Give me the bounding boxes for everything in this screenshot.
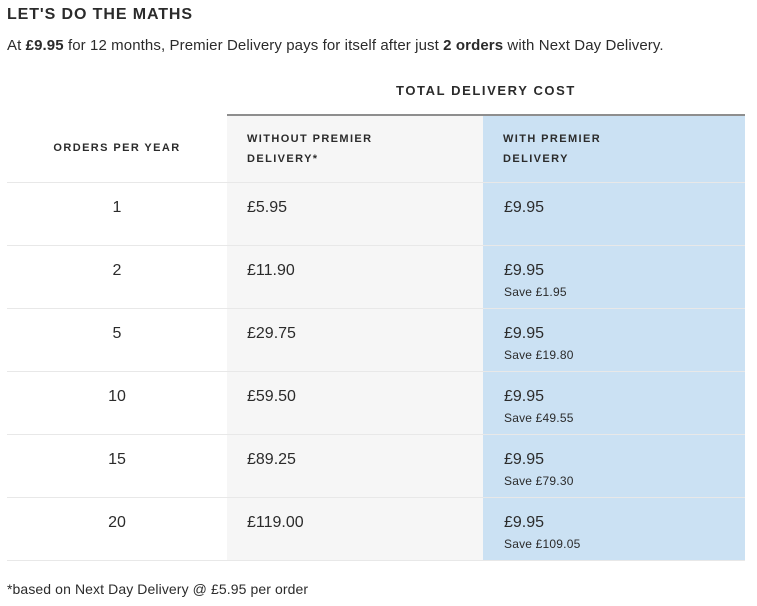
orders-per-year-cell: 10	[7, 370, 227, 434]
table-row: 10 £59.50 £9.95 Save £49.55	[7, 370, 745, 434]
intro-plain-text: with Next Day Delivery.	[503, 37, 664, 54]
savings-label: Save £19.80	[504, 347, 574, 362]
savings-label: Save £79.30	[504, 473, 574, 488]
without-premier-cost-cell: £29.75	[227, 307, 483, 371]
table-section-title: TOTAL DELIVERY COST	[396, 83, 576, 98]
orders-per-year-cell: 5	[7, 307, 227, 371]
orders-per-year-cell: 20	[7, 496, 227, 561]
column-header-without-premier: WITHOUT PREMIER DELIVERY*	[227, 114, 483, 182]
column-header-label-line1: WITH PREMIER	[503, 132, 602, 145]
column-header-label-line2: DELIVERY*	[247, 152, 319, 165]
premier-price-value: £9.95	[504, 387, 545, 405]
premier-price-value: £9.95	[504, 450, 545, 468]
without-premier-cost-cell: £11.90	[227, 244, 483, 308]
without-premier-cost-cell: £119.00	[227, 496, 483, 561]
with-premier-cost-cell: £9.95 Save £1.95	[483, 244, 745, 308]
orders-per-year-cell: 15	[7, 433, 227, 497]
savings-label: Save £1.95	[504, 284, 567, 299]
intro-text: At £9.95 for 12 months, Premier Delivery…	[7, 37, 745, 55]
column-header-label: ORDERS PER YEAR	[53, 142, 181, 155]
premier-price-value: £9.95	[504, 261, 545, 279]
table-row: 1 £5.95 £9.95	[7, 181, 745, 245]
without-premier-cost-cell: £5.95	[227, 181, 483, 245]
intro-plain-text: At	[7, 37, 26, 54]
without-premier-cost-cell: £89.25	[227, 433, 483, 497]
premier-price-value: £9.95	[504, 198, 545, 216]
table-row: 15 £89.25 £9.95 Save £79.30	[7, 433, 745, 497]
orders-per-year-cell: 2	[7, 244, 227, 308]
savings-label: Save £109.05	[504, 536, 581, 551]
table-row: 5 £29.75 £9.95 Save £19.80	[7, 307, 745, 371]
column-header-label-line1: WITHOUT PREMIER	[247, 132, 373, 145]
table-row: 2 £11.90 £9.95 Save £1.95	[7, 244, 745, 308]
table-header-row: ORDERS PER YEAR WITHOUT PREMIER DELIVERY…	[7, 114, 745, 182]
with-premier-cost-cell: £9.95 Save £19.80	[483, 307, 745, 371]
page-title: LET'S DO THE MATHS	[7, 6, 193, 23]
footnote: *based on Next Day Delivery @ £5.95 per …	[7, 580, 309, 597]
with-premier-cost-cell: £9.95	[483, 181, 745, 245]
delivery-cost-table: ORDERS PER YEAR WITHOUT PREMIER DELIVERY…	[7, 114, 745, 561]
orders-per-year-cell: 1	[7, 181, 227, 245]
with-premier-cost-cell: £9.95 Save £49.55	[483, 370, 745, 434]
column-header-label-line2: DELIVERY	[503, 152, 569, 165]
with-premier-cost-cell: £9.95 Save £109.05	[483, 496, 745, 561]
intro-bold-text: 2 orders	[443, 37, 504, 54]
savings-label: Save £49.55	[504, 410, 574, 425]
table-row: 20 £119.00 £9.95 Save £109.05	[7, 496, 745, 561]
premier-price-value: £9.95	[504, 513, 545, 531]
with-premier-cost-cell: £9.95 Save £79.30	[483, 433, 745, 497]
column-header-with-premier: WITH PREMIER DELIVERY	[483, 114, 745, 182]
intro-bold-text: £9.95	[25, 37, 64, 54]
without-premier-cost-cell: £59.50	[227, 370, 483, 434]
intro-plain-text: for 12 months, Premier Delivery pays for…	[63, 37, 444, 54]
premier-price-value: £9.95	[504, 324, 545, 342]
column-header-orders-per-year: ORDERS PER YEAR	[7, 115, 227, 182]
